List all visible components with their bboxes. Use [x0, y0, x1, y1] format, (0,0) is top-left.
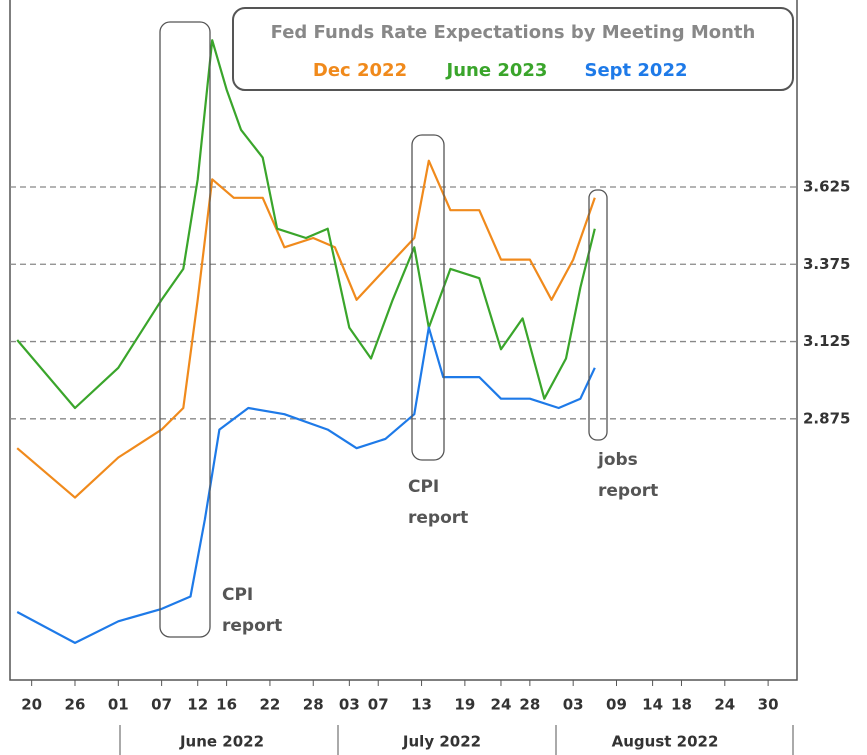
x-tick-label: 24 — [714, 696, 735, 714]
annotation: jobs — [597, 450, 638, 470]
series-line — [16, 39, 596, 410]
x-tick-label: 30 — [758, 696, 779, 714]
y-tick-label: 2.875 — [803, 409, 850, 427]
title-box — [232, 7, 794, 91]
x-tick-label: 28 — [519, 696, 540, 714]
annotation: CPI — [222, 585, 253, 605]
x-tick-label: 01 — [108, 696, 129, 714]
x-tick-label: 22 — [259, 696, 280, 714]
annotation: CPI — [408, 477, 439, 497]
x-group-label: July 2022 — [402, 733, 481, 751]
y-tick-label: 3.625 — [803, 178, 850, 196]
legend-entry: June 2023 — [445, 60, 548, 81]
annotation-box — [159, 21, 211, 638]
x-tick-label: 24 — [491, 696, 512, 714]
x-tick-label: 13 — [411, 696, 432, 714]
annotation: report — [408, 508, 468, 528]
grid — [10, 186, 797, 420]
legend-entry: Dec 2022 — [313, 60, 407, 81]
x-tick-label: 12 — [187, 696, 208, 714]
annotation: report — [598, 481, 658, 501]
x-tick-label: 26 — [65, 696, 86, 714]
x-group-label: June 2022 — [179, 733, 264, 751]
legend: Dec 2022 June 2023 Sept 2022 — [313, 60, 688, 81]
series-line — [16, 159, 596, 499]
x-group-label: August 2022 — [612, 733, 719, 751]
series-line — [16, 326, 596, 644]
x-tick-label: 07 — [151, 696, 172, 714]
y-tick-label: 3.375 — [803, 255, 850, 273]
plot-frame — [9, 0, 798, 681]
x-tick-label: 03 — [339, 696, 360, 714]
legend-entry: Sept 2022 — [584, 60, 687, 81]
annotation: report — [222, 616, 282, 636]
annotation-box — [588, 189, 608, 441]
x-tick-label: 14 — [642, 696, 663, 714]
x-tick-label: 28 — [303, 696, 324, 714]
x-tick-label: 19 — [454, 696, 475, 714]
annotation-box — [411, 134, 445, 461]
x-tick-label: 20 — [21, 696, 42, 714]
y-tick-label: 3.125 — [803, 332, 850, 350]
x-tick-label: 07 — [368, 696, 389, 714]
lines — [16, 39, 596, 644]
x-tick-label: 16 — [216, 696, 237, 714]
x-tick-label: 18 — [671, 696, 692, 714]
chart-title: Fed Funds Rate Expectations by Meeting M… — [271, 22, 756, 43]
x-tick-label: 03 — [563, 696, 584, 714]
x-tick-label: 09 — [606, 696, 627, 714]
